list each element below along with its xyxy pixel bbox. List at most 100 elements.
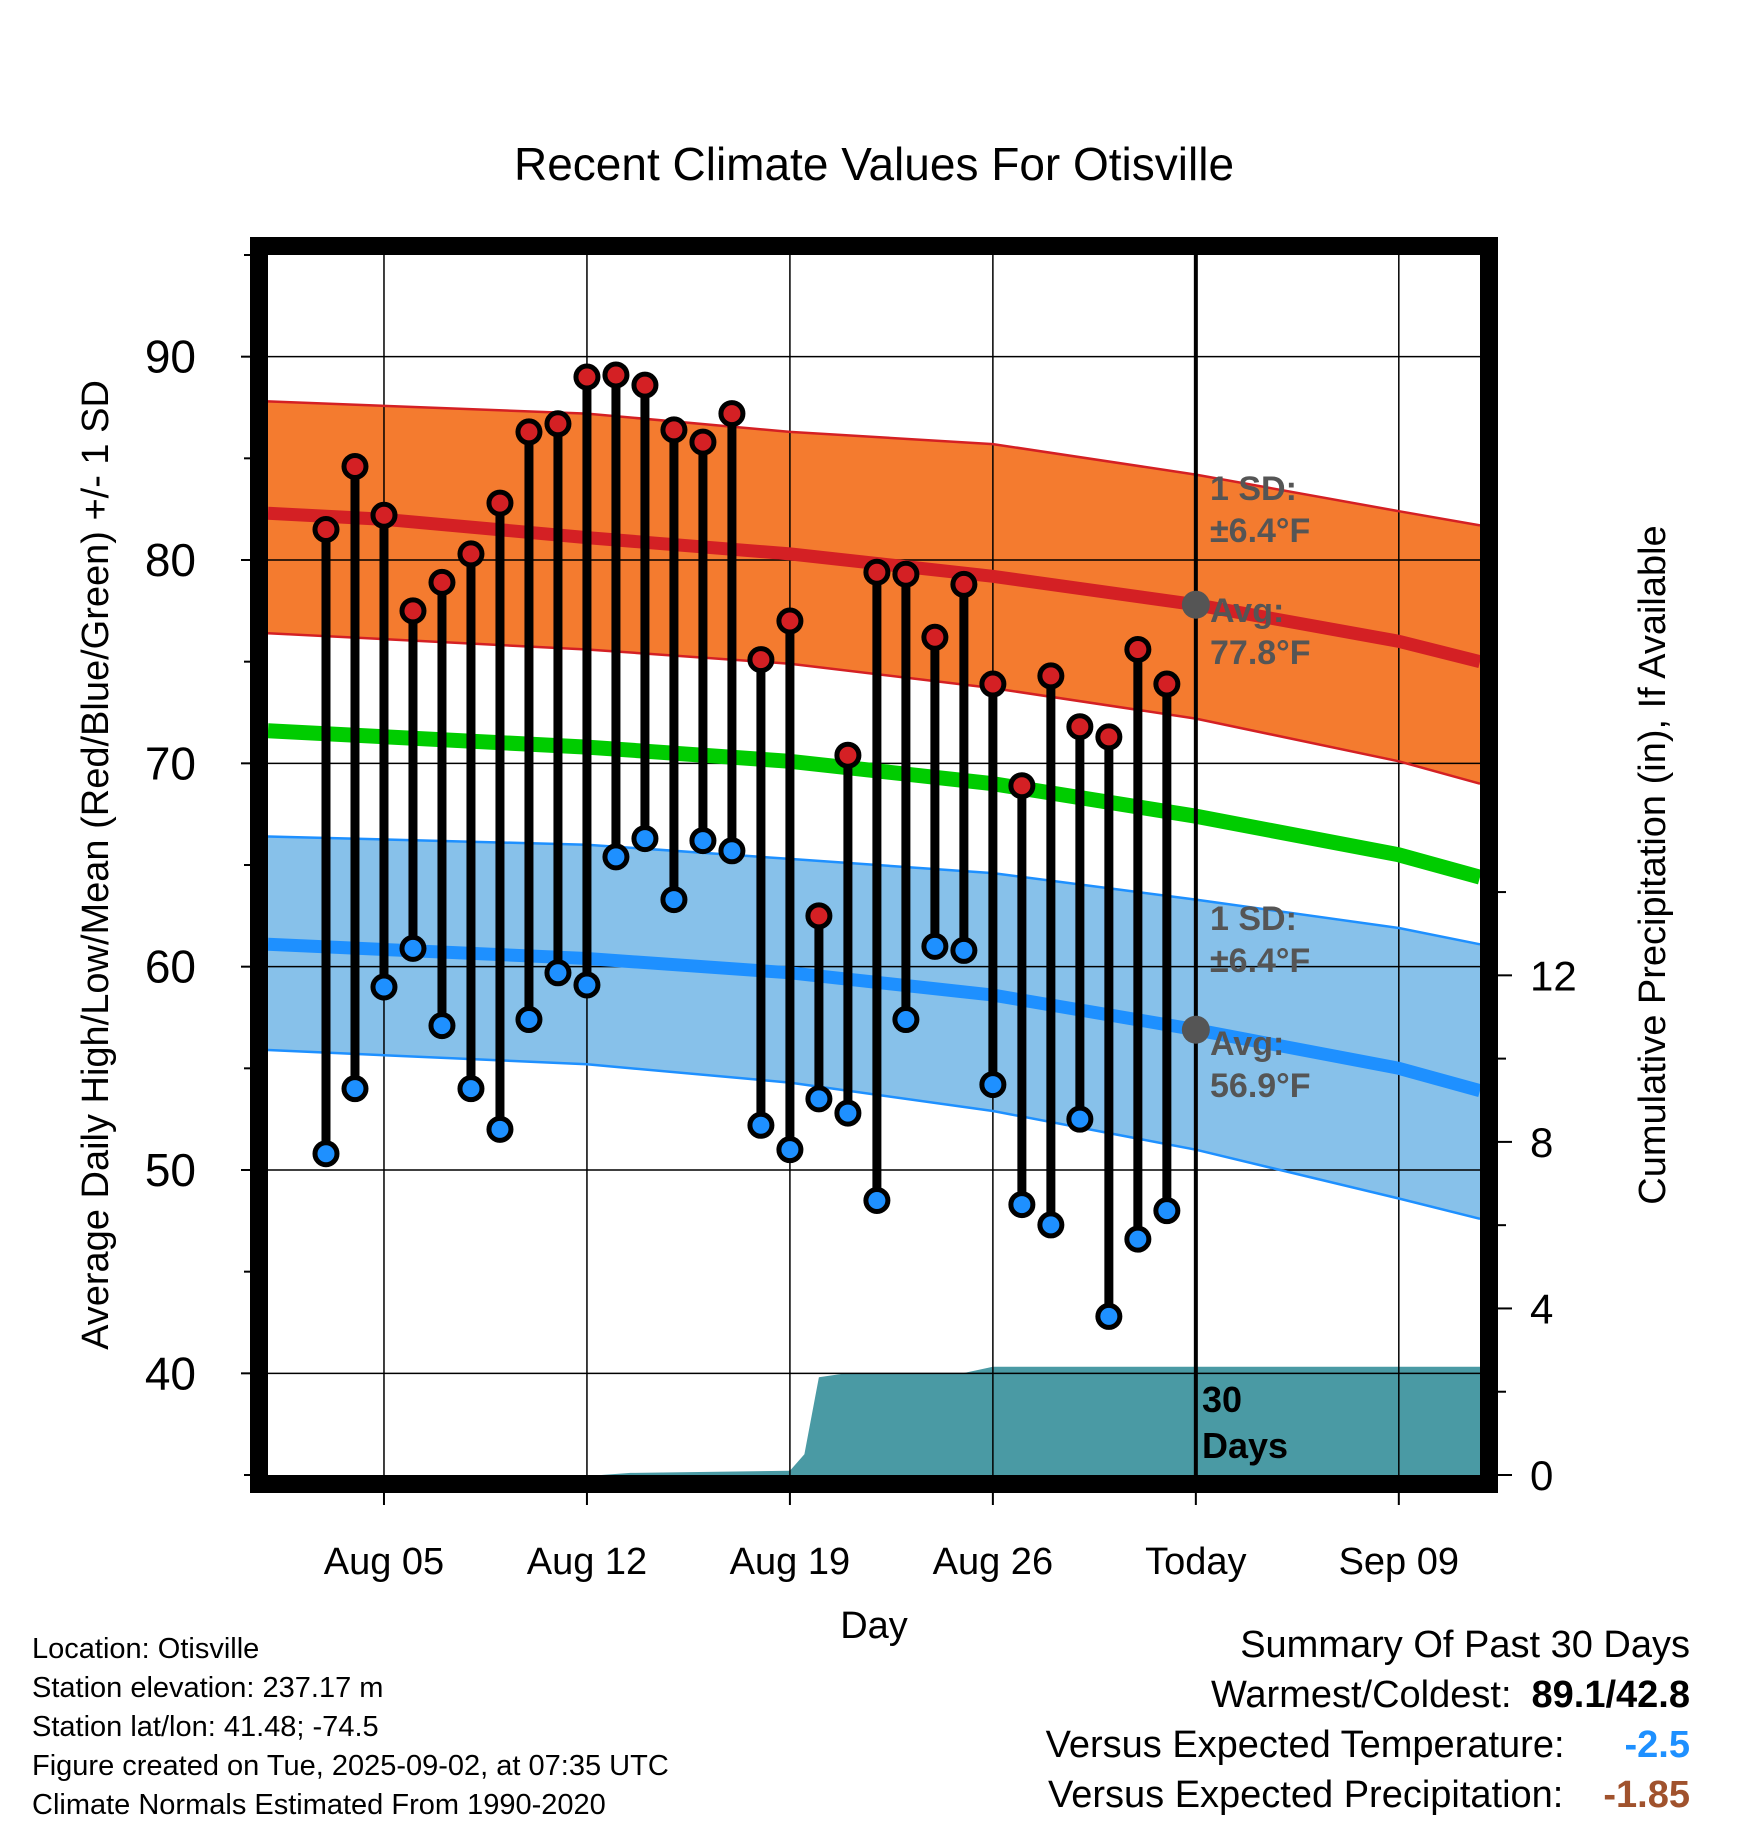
daily-high-point [660,416,688,444]
y2-tick-label: 0 [1530,1452,1553,1499]
daily-low-point [689,827,717,855]
summary-warm-cold: Warmest/Coldest: 89.1/42.8 [1046,1670,1690,1720]
daily-low-point [747,1111,775,1139]
chart-title: Recent Climate Values For Otisville [514,138,1234,190]
latlon-text: Station lat/lon: 41.48; -74.5 [32,1711,379,1743]
x-tick-label: Aug 12 [527,1541,647,1583]
high-avg-value: 77.8°F [1210,634,1311,672]
daily-low-point [718,837,746,865]
daily-high-point [950,570,978,598]
y2-axis-label: Cumulative Precipitation (in), If Availa… [1632,525,1674,1204]
daily-high-point [341,452,369,480]
high-sd-label: 1 SD: [1210,470,1297,508]
daily-high-point [689,428,717,456]
daily-high-point [1153,670,1181,698]
days-label-text: Days [1202,1425,1288,1466]
daily-high-point [631,371,659,399]
daily-low-point [776,1136,804,1164]
daily-high-point [1037,662,1065,690]
summary-temp: Versus Expected Temperature: -2.5 [1046,1720,1690,1770]
x-tick-label: Aug 05 [324,1541,444,1583]
today-low-avg-dot [1181,1015,1210,1044]
daily-low-point [863,1187,891,1214]
daily-high-point [1095,723,1123,751]
daily-high-point [399,597,427,625]
daily-high-point [805,902,833,930]
high-sd-value: ±6.4°F [1210,512,1310,550]
daily-high-point [486,489,514,517]
precip-label: Versus Expected Precipitation: [1047,1774,1564,1816]
daily-high-point [602,361,630,389]
daily-low-point [805,1085,833,1113]
precip-fill [268,1366,1480,1475]
y-tick-label: 60 [145,941,196,993]
daily-high-point [312,516,340,543]
y2-tick-label: 4 [1530,1285,1553,1332]
daily-low-point [834,1099,862,1127]
temp-label: Versus Expected Temperature: [1045,1724,1565,1766]
location-text: Location: Otisville [32,1633,260,1665]
daily-low-point [341,1075,369,1103]
x-tick-label: Today [1145,1541,1246,1583]
daily-low-point [1008,1191,1036,1219]
daily-high-point [544,410,572,438]
warm-cold-value: 89.1/42.8 [1531,1674,1690,1716]
daily-high-point [428,568,456,596]
y-tick-label: 80 [145,534,196,586]
daily-low-point [921,932,949,960]
daily-low-point [1037,1211,1065,1239]
daily-high-point [718,400,746,428]
normals-text: Climate Normals Estimated From 1990-2020 [32,1789,606,1821]
axes: 40 50 60 70 80 90 0 4 8 12 Aug 05 Aug 12 Aug 19 Aug 2… [145,254,1577,1583]
daily-high-point [747,646,775,674]
high-avg-label: Avg: [1210,592,1284,630]
daily-high-point [863,558,891,586]
y2-tick-label: 8 [1530,1119,1553,1166]
daily-high-point [1066,713,1094,741]
x-tick-label: Sep 09 [1339,1541,1459,1583]
elevation-text: Station elevation: 237.17 m [32,1672,384,1704]
daily-low-point [544,959,572,987]
daily-high-point [573,363,601,391]
daily-low-point [457,1075,485,1103]
daily-range-bars [312,361,1181,1330]
daily-low-point [660,886,688,914]
daily-low-point [312,1140,340,1168]
low-minus-sd-line [267,1048,1481,1221]
warm-cold-label: Warmest/Coldest: [1210,1674,1512,1716]
daily-high-point [979,670,1007,698]
summary-panel: Summary Of Past 30 Days Warmest/Coldest:… [1046,1620,1690,1820]
precipitation-area [268,1366,1480,1475]
x-tick-label: Aug 19 [730,1541,850,1583]
x-tick-label: Aug 26 [933,1541,1053,1583]
y-tick-label: 70 [145,737,196,789]
daily-high-point [834,741,862,769]
daily-low-point [950,936,978,964]
daily-low-point [486,1115,514,1143]
y-axis-label: Average Daily High/Low/Mean (Red/Blue/Gr… [75,380,117,1350]
temp-value: -2.5 [1624,1724,1690,1766]
low-sd-label: 1 SD: [1210,900,1297,938]
y-tick-label: 50 [145,1144,196,1196]
daily-low-point [1066,1105,1094,1133]
daily-low-point [370,973,398,1001]
created-text: Figure created on Tue, 2025-09-02, at 07… [32,1750,669,1782]
daily-low-point [573,971,601,999]
station-info: Location: Otisville Station elevation: 2… [32,1630,669,1825]
daily-high-point [515,418,543,446]
daily-high-point [1008,772,1036,800]
daily-low-point [1124,1225,1152,1253]
summary-heading: Summary Of Past 30 Days [1240,1624,1690,1666]
daily-high-point [892,560,920,588]
days-label-number: 30 [1202,1379,1242,1420]
daily-high-point [370,501,398,529]
daily-low-point [892,1006,920,1034]
y2-tick-label: 12 [1530,952,1577,999]
y-tick-label: 40 [145,1347,196,1399]
daily-low-point [602,843,630,871]
low-sd-value: ±6.4°F [1210,942,1310,980]
daily-high-point [921,623,949,651]
annotations: 1 SD: ±6.4°F Avg: 77.8°F 1 SD: ±6.4°F Av… [1202,470,1311,1466]
daily-low-point [631,825,659,853]
